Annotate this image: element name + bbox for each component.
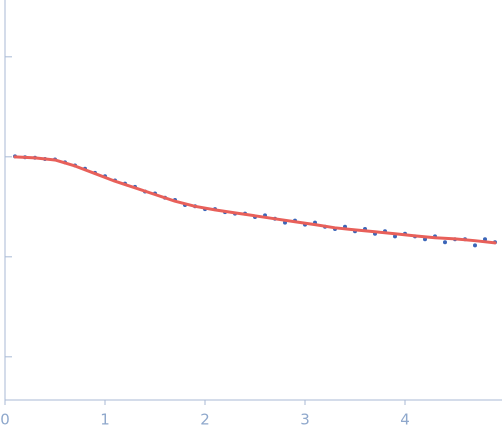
x-tick-label: 2 [200,411,210,429]
x-tick-label: 3 [300,411,310,429]
point [443,240,447,245]
x-tick-label: 0 [0,411,10,429]
point [393,234,397,239]
fit-line [13,155,497,245]
x-tick-label: 1 [100,411,110,429]
point [473,243,477,248]
x-tick-label: 4 [400,411,410,429]
